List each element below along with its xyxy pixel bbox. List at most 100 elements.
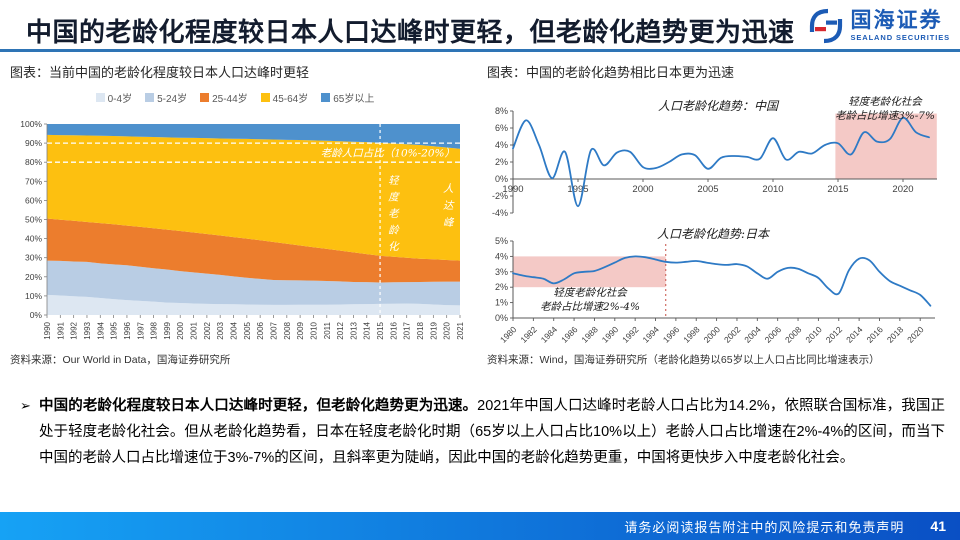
svg-text:2005: 2005 (697, 184, 718, 195)
title-divider (0, 49, 960, 52)
svg-text:2006: 2006 (256, 321, 265, 339)
svg-text:1999: 1999 (163, 321, 172, 339)
svg-text:2010: 2010 (803, 324, 824, 345)
svg-text:30%: 30% (25, 253, 42, 263)
svg-text:2010: 2010 (762, 184, 783, 195)
right-source-note: 资料来源：Wind，国海证券研究所（老龄化趋势以65岁以上人口占比同比增速表示） (487, 354, 880, 366)
svg-text:1994: 1994 (640, 324, 661, 345)
svg-text:2010: 2010 (309, 321, 318, 339)
svg-text:2014: 2014 (363, 321, 372, 339)
svg-text:1982: 1982 (518, 324, 539, 345)
svg-text:100%: 100% (20, 119, 42, 129)
svg-text:轻度老龄化社会: 轻度老龄化社会 (848, 96, 923, 108)
svg-text:轻: 轻 (388, 175, 400, 187)
svg-text:1984: 1984 (539, 324, 560, 345)
legend-item: 45-64岁 (260, 90, 308, 105)
right-chart-caption: 图表：中国的老龄化趋势相比日本更为迅速 (487, 65, 735, 80)
china-age-structure-stacked-area-chart: 0% 10% 20% 30% 40% 50% 60% 70% 80% 90% 100% 1990 199… (20, 119, 465, 340)
svg-text:2016: 2016 (864, 324, 885, 345)
svg-text:2012: 2012 (824, 324, 845, 345)
svg-text:2018: 2018 (885, 324, 906, 345)
svg-text:人口老龄化趋势：中国: 人口老龄化趋势：中国 (658, 99, 780, 113)
svg-text:10%: 10% (25, 291, 42, 301)
svg-text:80%: 80% (25, 157, 42, 167)
svg-text:2004: 2004 (230, 321, 239, 339)
bullet-bold-text: 中国的老龄化程度较日本人口达峰时更轻，但老龄化趋势更为迅速。 (39, 398, 478, 414)
logo-company-name: 国海证券 (850, 9, 943, 33)
age-structure-legend: 0-4岁 5-24岁 25-44岁 45-64岁 65岁以上 (5, 90, 465, 105)
svg-text:1998: 1998 (681, 324, 702, 345)
svg-text:2009: 2009 (296, 321, 305, 339)
svg-text:2008: 2008 (783, 324, 804, 345)
svg-text:50%: 50% (25, 215, 42, 225)
svg-text:2017: 2017 (403, 321, 412, 339)
svg-text:老龄人口占比（10%-20%）: 老龄人口占比（10%-20%） (321, 148, 455, 160)
china-aging-trend-line-chart: -4% -2% 0% 2% 4% 6% 8% 1990 1995 2000 2005 2010 2015… (492, 96, 937, 218)
legend-item: 5-24岁 (145, 90, 187, 105)
svg-text:2014: 2014 (844, 324, 865, 345)
svg-text:1980: 1980 (498, 324, 519, 345)
svg-text:达: 达 (443, 200, 455, 212)
svg-text:1990: 1990 (502, 184, 523, 195)
svg-text:人口老龄化趋势:日本: 人口老龄化趋势:日本 (657, 227, 771, 241)
footer-bar: 请务必阅读报告附注中的风险提示和免责声明 41 (0, 512, 960, 540)
legend-swatch-icon (200, 93, 210, 102)
svg-text:2003: 2003 (216, 321, 225, 339)
svg-text:-2%: -2% (492, 191, 508, 201)
svg-text:2020: 2020 (443, 321, 452, 339)
svg-text:1994: 1994 (96, 321, 105, 339)
left-chart-caption: 图表：当前中国的老龄化程度较日本人口达峰时更轻 (10, 65, 310, 80)
svg-text:1991: 1991 (56, 321, 65, 339)
svg-text:40%: 40% (25, 234, 42, 244)
svg-text:1995: 1995 (567, 184, 588, 195)
svg-text:2%: 2% (495, 282, 508, 292)
svg-text:4%: 4% (495, 140, 508, 150)
svg-text:2015: 2015 (376, 321, 385, 339)
svg-text:1990: 1990 (43, 321, 52, 339)
svg-text:龄: 龄 (388, 225, 400, 237)
svg-text:1%: 1% (495, 298, 508, 308)
svg-text:5%: 5% (495, 236, 508, 246)
svg-text:2002: 2002 (203, 321, 212, 339)
japan-aging-trend-line-chart: 0% 1% 2% 3% 4% 5% 1980 1982 1984 1986 1988 1990 1992… (495, 227, 935, 345)
svg-text:1992: 1992 (620, 324, 641, 345)
svg-text:1996: 1996 (123, 321, 132, 339)
svg-text:2007: 2007 (269, 321, 278, 339)
svg-text:2013: 2013 (349, 321, 358, 339)
svg-text:2002: 2002 (722, 324, 743, 345)
svg-text:2000: 2000 (632, 184, 653, 195)
svg-text:-4%: -4% (492, 208, 508, 218)
svg-text:老龄占比增速3%-7%: 老龄占比增速3%-7% (835, 110, 935, 122)
svg-text:2019: 2019 (429, 321, 438, 339)
svg-text:1988: 1988 (579, 324, 600, 345)
svg-text:1996: 1996 (661, 324, 682, 345)
svg-text:2016: 2016 (389, 321, 398, 339)
page-title: 中国的老龄化程度较日本人口达峰时更轻，但老龄化趋势更为迅速 (26, 17, 795, 47)
company-logo: 国海证券 SEALAND SECURITIES (807, 7, 950, 45)
svg-text:90%: 90% (25, 138, 42, 148)
legend-item: 25-44岁 (200, 90, 248, 105)
svg-text:1992: 1992 (70, 321, 79, 339)
legend-swatch-icon (260, 93, 270, 102)
logo-tagline: SEALAND SECURITIES (850, 33, 950, 43)
svg-text:老龄占比增速2%-4%: 老龄占比增速2%-4% (540, 301, 640, 313)
svg-text:1986: 1986 (559, 324, 580, 345)
legend-swatch-icon (145, 93, 155, 102)
svg-text:0%: 0% (30, 310, 43, 320)
svg-text:峰: 峰 (443, 217, 455, 229)
svg-text:2011: 2011 (323, 321, 332, 339)
svg-text:2006: 2006 (763, 324, 784, 345)
svg-text:2001: 2001 (190, 321, 199, 339)
legend-swatch-icon (321, 93, 331, 102)
svg-text:1995: 1995 (110, 321, 119, 339)
svg-text:8%: 8% (495, 106, 508, 116)
svg-text:2%: 2% (495, 157, 508, 167)
page-number: 41 (930, 518, 946, 534)
svg-text:6%: 6% (495, 123, 508, 133)
svg-text:人: 人 (443, 183, 454, 195)
svg-text:70%: 70% (25, 176, 42, 186)
svg-text:2020: 2020 (905, 324, 926, 345)
svg-text:轻度老龄化社会: 轻度老龄化社会 (553, 287, 628, 299)
svg-text:4%: 4% (495, 251, 508, 261)
